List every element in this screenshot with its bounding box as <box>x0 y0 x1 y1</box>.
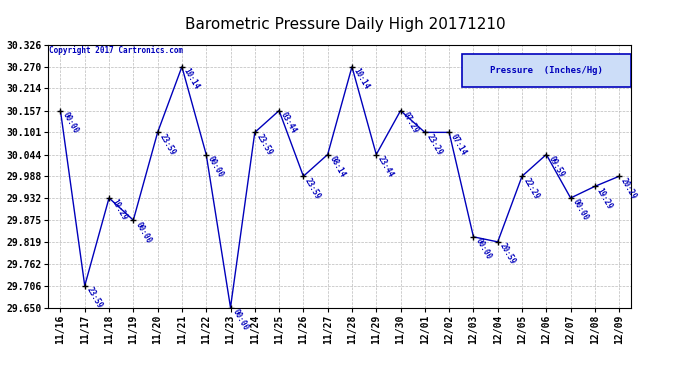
Text: 00:00: 00:00 <box>61 111 80 135</box>
Text: 23:59: 23:59 <box>85 286 104 310</box>
Text: 19:29: 19:29 <box>109 198 128 222</box>
Text: 09:59: 09:59 <box>546 154 566 179</box>
Text: Copyright 2017 Cartronics.com: Copyright 2017 Cartronics.com <box>50 46 184 56</box>
Text: 00:00: 00:00 <box>133 220 152 245</box>
Text: 19:29: 19:29 <box>595 186 614 211</box>
Text: 20:29: 20:29 <box>619 176 638 201</box>
FancyBboxPatch shape <box>462 54 631 87</box>
Text: 20:59: 20:59 <box>497 242 517 266</box>
Text: 00:00: 00:00 <box>206 154 226 179</box>
Text: 00:00: 00:00 <box>473 237 493 261</box>
Text: 22:29: 22:29 <box>522 176 542 201</box>
Text: 07:14: 07:14 <box>449 132 469 157</box>
Text: 08:14: 08:14 <box>328 154 347 179</box>
Text: 07:29: 07:29 <box>401 111 420 135</box>
Text: 00:00: 00:00 <box>230 308 250 332</box>
Text: 23:59: 23:59 <box>157 132 177 157</box>
Text: 23:59: 23:59 <box>304 176 323 201</box>
Text: 23:59: 23:59 <box>255 132 274 157</box>
Text: Barometric Pressure Daily High 20171210: Barometric Pressure Daily High 20171210 <box>185 17 505 32</box>
Text: 23:44: 23:44 <box>376 154 395 179</box>
Text: 23:29: 23:29 <box>425 132 444 157</box>
Text: Pressure  (Inches/Hg): Pressure (Inches/Hg) <box>491 66 603 75</box>
Text: 03:44: 03:44 <box>279 111 299 135</box>
Text: 00:00: 00:00 <box>571 198 590 222</box>
Text: 10:14: 10:14 <box>182 67 201 91</box>
Text: 10:14: 10:14 <box>352 67 371 91</box>
